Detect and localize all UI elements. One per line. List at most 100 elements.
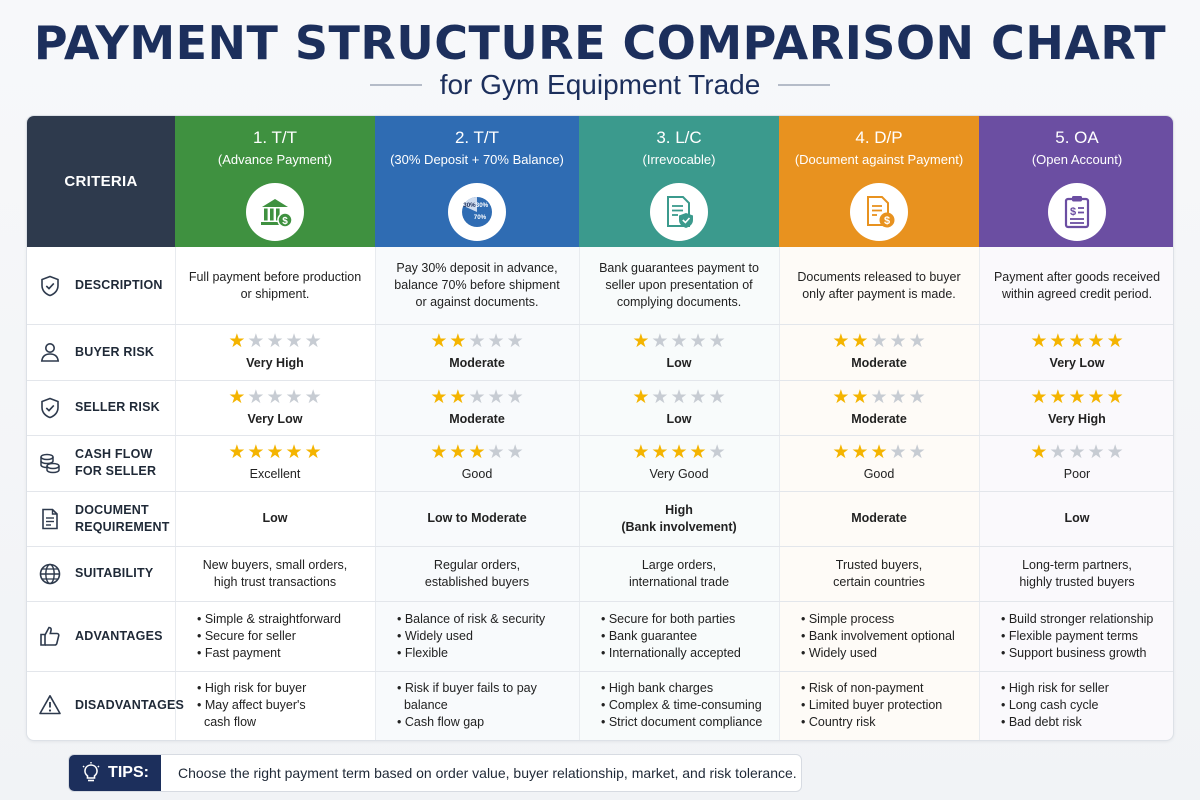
- column-icon-badge: [650, 183, 708, 241]
- star-empty-icon: ★: [689, 331, 707, 352]
- table-cell: Moderate: [779, 491, 979, 546]
- row-divider: [27, 324, 1173, 325]
- table-cell: • Risk of non-payment • Limited buyer pro…: [779, 671, 979, 739]
- column-icon-badge: $: [850, 183, 908, 241]
- list-item: • Limited buyer protection: [801, 697, 943, 712]
- list-item: • Fast payment: [197, 645, 281, 660]
- criterion-icon-wrap: [38, 340, 62, 364]
- star-filled-icon: ★: [228, 442, 246, 463]
- globe-icon: [39, 563, 61, 584]
- svg-text:$: $: [282, 216, 288, 227]
- table-cell: • Build stronger relationship • Flexible …: [979, 601, 1173, 671]
- cell-line: Low to Moderate: [427, 511, 527, 525]
- rating-label: Very Good: [649, 467, 709, 481]
- cell-line: certain countries: [833, 574, 925, 589]
- star-empty-icon: ★: [1106, 442, 1124, 463]
- rating-label: Excellent: [249, 467, 301, 481]
- lightbulb-icon: [82, 762, 100, 782]
- row-divider: [27, 671, 1173, 672]
- coins-icon: [40, 453, 60, 474]
- column-subtitle: (30% Deposit + 70% Balance): [390, 152, 564, 167]
- criterion-label: DISADVANTAGES: [75, 697, 185, 712]
- star-filled-icon: ★: [468, 442, 486, 463]
- star-filled-icon: ★: [832, 442, 850, 463]
- star-empty-icon: ★: [487, 386, 505, 408]
- star-filled-icon: ★: [832, 386, 850, 408]
- subtitle-rule-left: [369, 84, 422, 86]
- star-empty-icon: ★: [506, 442, 524, 463]
- criterion-label: BUYER RISK: [75, 344, 155, 359]
- table-cell: ★ ★ ★ ★ ★ Very Good: [579, 435, 779, 491]
- star-empty-icon: ★: [670, 331, 688, 352]
- cell-line: Long-term partners,: [1022, 557, 1132, 572]
- criterion-icon-wrap: [38, 562, 62, 586]
- comparison-table: CRITERIA 1. T/T (Advance Payment) $2. T/T (…: [26, 115, 1174, 741]
- star-filled-icon: ★: [304, 442, 322, 463]
- star-empty-icon: ★: [266, 386, 284, 408]
- cell-line: New buyers, small orders,: [202, 557, 348, 572]
- thumbs-up-icon: [40, 626, 60, 646]
- star-empty-icon: ★: [304, 386, 322, 408]
- cell-line: high trust transactions: [213, 574, 337, 589]
- list-item: • Strict document compliance: [601, 714, 763, 729]
- row-divider: [27, 546, 1173, 547]
- row-divider: [27, 491, 1173, 492]
- table-cell: ★ ★ ★ ★ ★ Very High: [175, 324, 375, 380]
- table-cell: ★ ★ ★ ★ ★ Poor: [979, 435, 1173, 491]
- rating-label: Moderate: [449, 356, 505, 370]
- cell-line: High: [665, 502, 693, 517]
- table-cell: Payment after goods received within agree…: [979, 247, 1173, 324]
- document-dollar-icon: $: [867, 196, 895, 228]
- table-cell: Low: [979, 491, 1173, 546]
- star-empty-icon: ★: [708, 386, 726, 408]
- list-item: • Bad debt risk: [1001, 714, 1082, 729]
- svg-text:$: $: [884, 215, 890, 227]
- star-empty-icon: ★: [708, 331, 726, 352]
- star-filled-icon: ★: [632, 386, 650, 408]
- criterion-label: DESCRIPTION: [75, 278, 163, 292]
- list-item: • Widely used: [801, 645, 877, 660]
- star-filled-icon: ★: [870, 442, 888, 463]
- column-header-3: 3. L/C (Irrevocable): [579, 116, 779, 247]
- criterion-icon-wrap: [38, 693, 62, 717]
- star-filled-icon: ★: [1030, 442, 1048, 463]
- star-filled-icon: ★: [1030, 331, 1048, 352]
- cell-line: Bank guarantees payment to: [599, 261, 759, 275]
- table-cell: Trusted buyers, certain countries: [779, 546, 979, 601]
- star-empty-icon: ★: [506, 386, 524, 408]
- criterion-cash-flow-for-seller: CASH FLOW FOR SELLER: [27, 435, 175, 491]
- star-rating: ★ ★ ★ ★ ★: [430, 332, 523, 351]
- list-item: • Internationally accepted: [601, 645, 741, 660]
- star-filled-icon: ★: [689, 442, 707, 463]
- list-item: • Complex & time-consuming: [601, 697, 762, 712]
- table-cell: Low: [175, 491, 375, 546]
- cell-line: or against documents.: [415, 295, 539, 309]
- star-rating: ★ ★ ★ ★ ★: [632, 388, 725, 407]
- column-subtitle: (Document against Payment): [794, 152, 964, 167]
- list-item: • Simple & straightforward: [197, 611, 342, 626]
- table-cell: High (Bank involvement): [579, 491, 779, 546]
- rating-label: Good: [461, 467, 493, 481]
- star-empty-icon: ★: [1087, 442, 1105, 463]
- star-rating: ★ ★ ★ ★ ★: [1030, 332, 1123, 351]
- cell-line: seller upon presentation of: [605, 278, 753, 292]
- table-cell: ★ ★ ★ ★ ★ Low: [579, 324, 779, 380]
- star-empty-icon: ★: [708, 442, 726, 463]
- star-filled-icon: ★: [430, 331, 448, 352]
- table-cell: Documents released to buyer only after pa…: [779, 247, 979, 324]
- list-item: • Risk of non-payment: [801, 680, 924, 695]
- column-header-1: 1. T/T (Advance Payment) $: [175, 116, 375, 247]
- star-empty-icon: ★: [1049, 442, 1067, 463]
- column-divider: [979, 247, 980, 740]
- page-subtitle: for Gym Equipment Trade: [439, 69, 761, 100]
- table-cell: Pay 30% deposit in advance, balance 70% b…: [375, 247, 579, 324]
- list-item: • Bank guarantee: [601, 628, 698, 643]
- column-header-2: 2. T/T (30% Deposit + 70% Balance) 30% 30% 7…: [375, 116, 579, 247]
- criterion-icon-wrap: [38, 451, 62, 475]
- page-title: PAYMENT STRUCTURE COMPARISON CHART: [33, 16, 1167, 70]
- star-empty-icon: ★: [889, 331, 907, 352]
- column-divider: [579, 247, 580, 740]
- criterion-label-line: FOR SELLER: [75, 464, 157, 478]
- star-empty-icon: ★: [908, 386, 926, 408]
- list-item: • May affect buyer's: [197, 697, 306, 712]
